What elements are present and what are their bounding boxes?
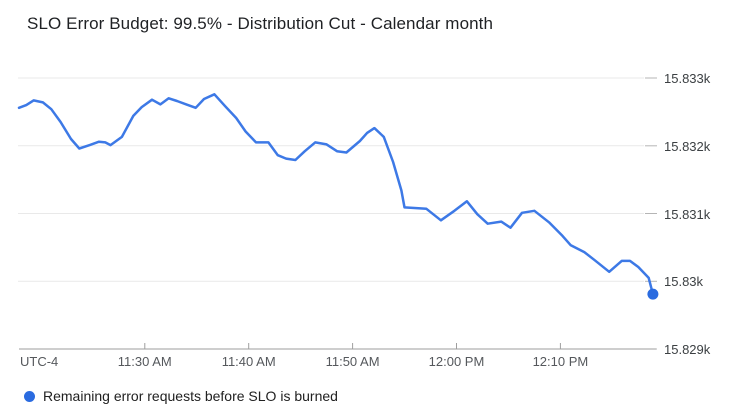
- legend-item[interactable]: Remaining error requests before SLO is b…: [24, 386, 338, 406]
- x-axis-utc-label: UTC-4: [20, 354, 59, 369]
- x-axis-tick-label: 11:40 AM: [221, 354, 276, 369]
- chart-title: SLO Error Budget: 99.5% - Distribution C…: [27, 14, 494, 33]
- x-axis-tick-label: 12:10 PM: [532, 354, 589, 369]
- legend-series-dot-icon: [24, 390, 35, 402]
- y-axis-tick-label: 15.829k: [664, 342, 711, 357]
- y-axis-tick-label: 15.83k: [664, 274, 704, 290]
- y-axis-tick-label: 15.833k: [664, 71, 711, 86]
- x-axis-tick-label: 11:30 AM: [117, 354, 172, 369]
- y-axis-tick-label: 15.831k: [664, 206, 711, 222]
- legend-series-label: Remaining error requests before SLO is b…: [43, 388, 338, 404]
- y-axis-tick-label: 15.832k: [664, 138, 711, 154]
- x-axis-tick-label: 11:50 AM: [325, 354, 380, 369]
- x-axis-tick-label: 12:00 PM: [428, 354, 485, 369]
